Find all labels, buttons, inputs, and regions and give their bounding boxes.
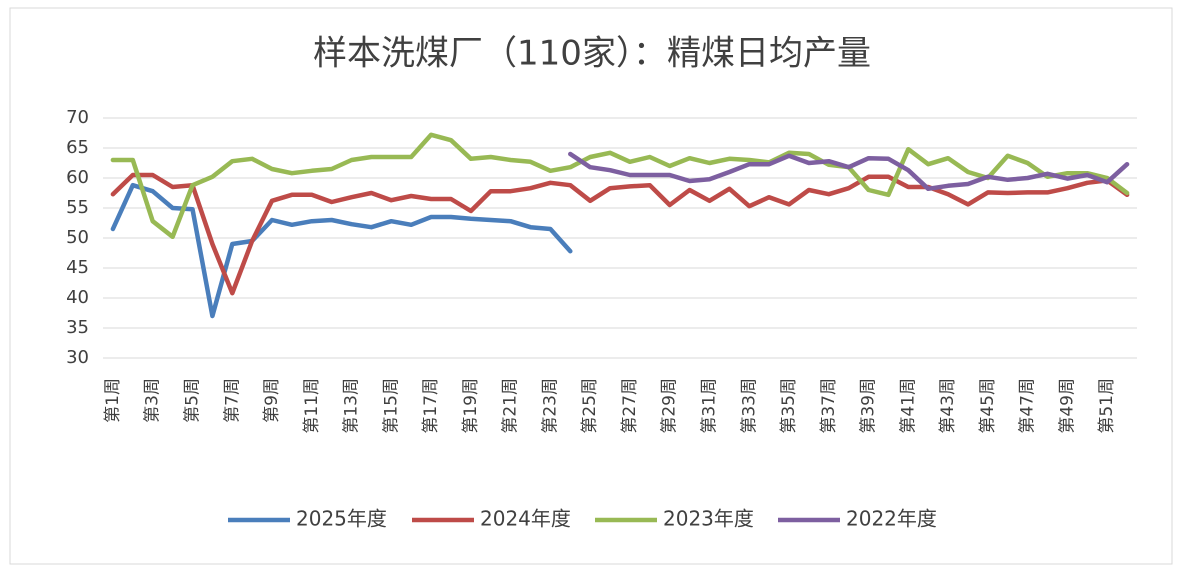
x-tick-label: 第33周 <box>739 378 759 434</box>
x-tick-label: 第25周 <box>580 378 600 434</box>
x-tick-label: 第47周 <box>1018 378 1038 434</box>
x-tick-label: 第21周 <box>501 378 521 434</box>
y-tick-label: 35 <box>66 317 89 338</box>
x-tick-label: 第11周 <box>302 378 322 434</box>
x-tick-label: 第17周 <box>421 378 441 434</box>
legend-label: 2022年度 <box>846 507 937 531</box>
x-tick-label: 第31周 <box>699 378 719 434</box>
x-tick-label: 第7周 <box>222 378 242 423</box>
x-tick-label: 第49周 <box>1057 378 1077 434</box>
x-tick-label: 第39周 <box>859 378 879 434</box>
series-line <box>568 151 1130 192</box>
y-tick-label: 70 <box>66 107 89 128</box>
legend-label: 2024年度 <box>480 507 571 531</box>
x-tick-label: 第45周 <box>978 378 998 434</box>
chart-frame <box>9 7 1173 565</box>
x-tick-label: 第29周 <box>660 378 680 434</box>
x-tick-label: 第15周 <box>381 378 401 434</box>
y-tick-label: 60 <box>66 167 89 188</box>
y-tick-label: 50 <box>66 227 89 248</box>
y-tick-label: 55 <box>66 197 89 218</box>
series-line <box>110 172 1130 296</box>
x-tick-label: 第19周 <box>461 378 481 434</box>
x-tick-label: 第13周 <box>342 378 362 434</box>
x-tick-label: 第37周 <box>819 378 839 434</box>
x-tick-label: 第5周 <box>182 378 202 423</box>
y-tick-label: 30 <box>66 347 89 368</box>
y-tick-label: 45 <box>66 257 89 278</box>
y-tick-label: 40 <box>66 287 89 308</box>
legend-label: 2025年度 <box>296 507 387 531</box>
chart-title: 样本洗煤厂（110家）：精煤日均产量 <box>313 34 871 74</box>
series-line <box>110 132 1130 240</box>
x-tick-label: 第23周 <box>540 378 560 434</box>
x-tick-label: 第1周 <box>103 378 123 423</box>
x-tick-label: 第9周 <box>262 378 282 423</box>
x-tick-label: 第35周 <box>779 378 799 434</box>
x-tick-label: 第43周 <box>938 378 958 434</box>
x-tick-label: 第3周 <box>143 378 163 423</box>
x-tick-label: 第27周 <box>620 378 640 434</box>
legend-label: 2023年度 <box>663 507 754 531</box>
x-tick-label: 第51周 <box>1097 378 1117 434</box>
x-tick-label: 第41周 <box>898 378 918 434</box>
series-line <box>110 182 573 319</box>
y-tick-label: 65 <box>66 137 89 158</box>
